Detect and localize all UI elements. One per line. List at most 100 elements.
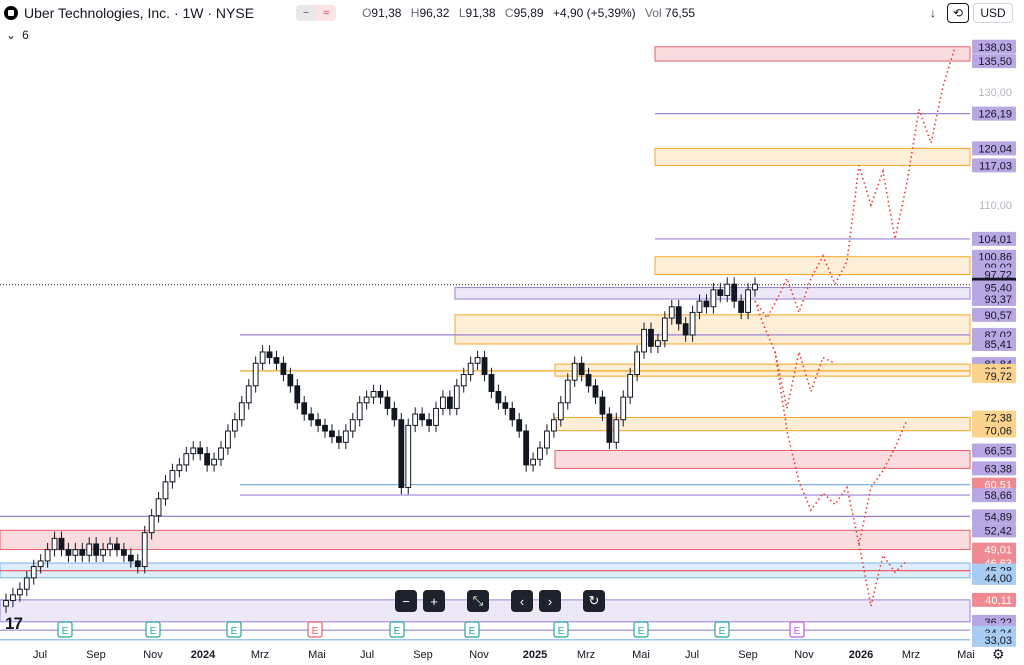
y-tick-label-1: 130,00: [978, 87, 1012, 99]
candle-body-84: [585, 374, 592, 387]
candle-body-75: [523, 430, 530, 466]
symbol-title[interactable]: Uber Technologies, Inc. · 1W · NYSE: [24, 5, 255, 21]
scroll-left-button[interactable]: ‹: [511, 590, 533, 612]
candle-body-34: [238, 402, 245, 421]
candle-body-24: [169, 470, 176, 483]
download-arrow-icon[interactable]: ↓: [930, 6, 936, 20]
price-label-34: 33,03: [984, 635, 1012, 647]
candle-body-99: [689, 311, 696, 336]
price-badge-5: [972, 231, 1016, 246]
x-axis-label-7: Sep: [413, 649, 433, 661]
chart-header: Uber Technologies, Inc. · 1W · NYSE − ≈ …: [0, 0, 1024, 26]
candle-body-19: [134, 560, 141, 568]
price-badge-1: [972, 54, 1016, 69]
earnings-marker-8: [714, 621, 730, 638]
candle-body-28: [197, 447, 204, 455]
x-axis-label-6: Jul: [360, 649, 374, 661]
earnings-marker-7: [633, 621, 649, 638]
candle-body-10: [72, 549, 79, 556]
candle-body-95: [661, 317, 668, 342]
earnings-marker-9: [789, 621, 805, 638]
candle-body-41: [287, 374, 294, 387]
candle-body-38: [266, 351, 273, 359]
candle-body-1: [10, 594, 16, 601]
price-badge-34: [972, 632, 1016, 647]
candle-body-14: [100, 549, 106, 556]
candle-body-79: [550, 419, 557, 432]
candle-body-20: [141, 532, 148, 568]
candle-body-56: [391, 407, 398, 421]
replay-icon[interactable]: ⟲: [947, 3, 969, 23]
price-label-11: 93,37: [984, 294, 1012, 306]
approx-pill-icon[interactable]: ≈: [316, 5, 337, 21]
earnings-marker-6: [553, 621, 569, 638]
price-badge-0: [972, 39, 1016, 54]
price-label-23: 58,66: [984, 490, 1012, 502]
reset-zoom-button[interactable]: ⤡: [467, 590, 489, 612]
candle-body-36: [252, 362, 259, 387]
candle-body-106: [738, 300, 745, 313]
zoom-in-button[interactable]: +: [423, 590, 445, 612]
candle-body-70: [488, 374, 495, 392]
x-axis-label-8: Nov: [469, 649, 489, 661]
candle-body-101: [703, 300, 710, 308]
candle-body-68: [474, 357, 481, 364]
earnings-marker-label-2: E: [231, 626, 238, 637]
price-label-20: 66,55: [984, 446, 1012, 458]
compare-pill[interactable]: − ≈: [296, 5, 337, 21]
price-badge-25: [972, 523, 1016, 538]
candle-body-44: [308, 413, 315, 421]
forecast-path-4: [858, 419, 908, 545]
candle-body-22: [155, 498, 162, 517]
x-axis-label-11: Mai: [632, 649, 650, 661]
candle-body-105: [731, 283, 738, 302]
candle-body-13: [93, 543, 100, 556]
earnings-marker-label-9: E: [794, 626, 801, 637]
indicator-toggle[interactable]: ⌄ 6: [0, 26, 29, 44]
price-label-21: 63,38: [984, 463, 1012, 475]
chevron-down-icon: ⌄: [6, 28, 17, 42]
forecast-path-1: [754, 46, 956, 320]
x-axis-label-16: Mrz: [902, 649, 920, 661]
x-axis-label-10: Mrz: [577, 649, 595, 661]
earnings-marker-label-8: E: [719, 626, 726, 637]
zoom-out-button[interactable]: −: [395, 590, 417, 612]
gear-icon[interactable]: ⚙: [992, 646, 1005, 662]
candle-body-72: [502, 402, 509, 409]
price-label-18: 72,38: [984, 413, 1012, 425]
price-badge-29: [972, 570, 1016, 585]
earnings-marker-5: [464, 621, 480, 638]
scroll-right-button[interactable]: ›: [539, 590, 561, 612]
candle-body-35: [245, 385, 252, 404]
candle-body-4: [30, 566, 37, 579]
candle-body-39: [273, 357, 280, 364]
earnings-marker-label-1: E: [150, 626, 157, 637]
minus-pill-icon[interactable]: −: [296, 5, 317, 21]
change-value: +4,90 (+5,39%): [552, 6, 636, 20]
candle-body-69: [481, 357, 488, 376]
price-badge-18: [972, 410, 1016, 425]
candle-body-89: [620, 396, 627, 421]
price-label-19: 70,06: [984, 426, 1012, 438]
x-axis-label-12: Jul: [685, 649, 699, 661]
candle-body-74: [516, 419, 523, 432]
price-label-29: 44,00: [984, 573, 1012, 585]
zone-5: [554, 363, 971, 377]
earnings-marker-3: [307, 621, 323, 638]
candle-body-9: [65, 549, 72, 556]
price-badge-4: [972, 158, 1016, 173]
price-badge-24: [972, 509, 1016, 524]
candle-body-80: [557, 402, 564, 421]
x-axis-label-5: Mai: [308, 649, 326, 661]
price-label-26: 49,01: [984, 545, 1012, 557]
earnings-marker-label-3: E: [312, 626, 319, 637]
tradingview-logo[interactable]: 17: [5, 614, 23, 633]
price-label-10: 95,40: [984, 283, 1012, 295]
price-badge-14: [972, 336, 1016, 351]
x-axis-label-14: Nov: [794, 649, 814, 661]
currency-select[interactable]: USD: [973, 3, 1013, 23]
candle-body-48: [335, 436, 342, 443]
reset-chart-button[interactable]: ↻: [583, 590, 605, 612]
indicator-count: 6: [22, 28, 29, 42]
